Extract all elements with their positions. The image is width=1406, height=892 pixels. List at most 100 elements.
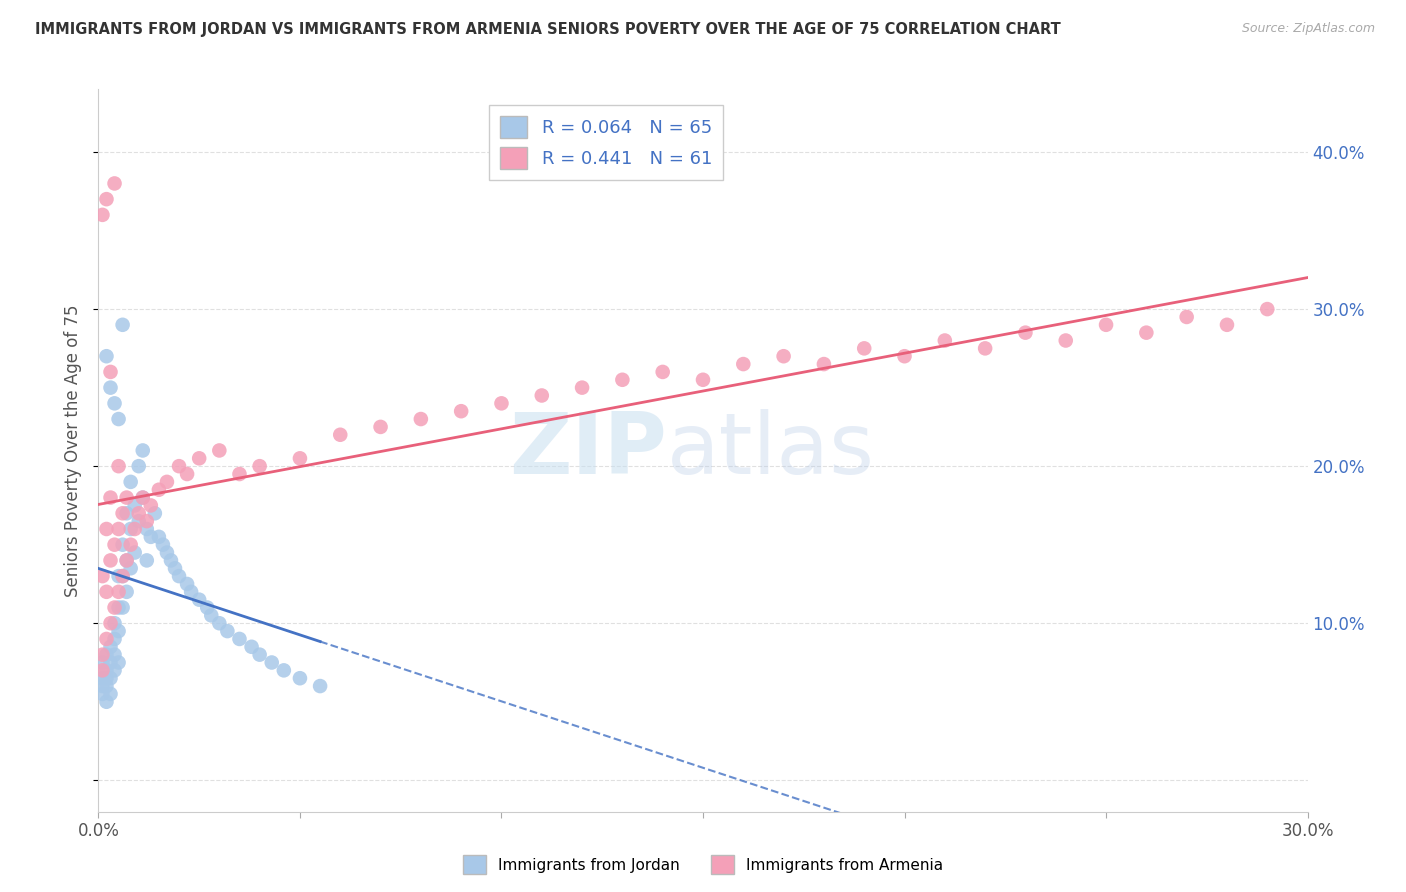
Point: [100, 656, 122, 670]
Point: [91, 664, 114, 678]
Point: [156, 475, 179, 489]
Point: [132, 491, 155, 505]
Point: [111, 538, 134, 552]
Point: [188, 592, 211, 607]
Point: [96, 522, 118, 536]
Point: [96, 648, 118, 662]
Legend: R = 0.064   N = 65, R = 0.441   N = 61: R = 0.064 N = 65, R = 0.441 N = 61: [489, 105, 723, 180]
Point: [120, 475, 142, 489]
Point: [120, 538, 142, 552]
Point: [260, 656, 283, 670]
Point: [103, 396, 125, 410]
Point: [974, 342, 997, 356]
Point: [893, 349, 915, 363]
Point: [1095, 318, 1118, 332]
Point: [103, 600, 125, 615]
Point: [813, 357, 835, 371]
Point: [103, 177, 125, 191]
Point: [135, 522, 157, 536]
Point: [100, 616, 122, 631]
Point: [1256, 302, 1278, 317]
Text: atlas: atlas: [666, 409, 875, 492]
Legend: Immigrants from Jordan, Immigrants from Armenia: Immigrants from Jordan, Immigrants from …: [457, 849, 949, 880]
Point: [96, 679, 118, 693]
Point: [176, 577, 198, 591]
Point: [96, 671, 118, 685]
Point: [1216, 318, 1239, 332]
Point: [143, 506, 166, 520]
Point: [91, 671, 114, 685]
Point: [91, 656, 114, 670]
Y-axis label: Seniors Poverty Over the Age of 75: Seniors Poverty Over the Age of 75: [65, 304, 83, 597]
Point: [571, 381, 593, 395]
Point: [409, 412, 432, 426]
Point: [91, 569, 114, 583]
Point: [329, 427, 352, 442]
Point: [100, 687, 122, 701]
Point: [111, 318, 134, 332]
Point: [217, 624, 239, 639]
Point: [934, 334, 956, 348]
Point: [103, 538, 125, 552]
Point: [107, 459, 129, 474]
Point: [240, 640, 263, 654]
Point: [100, 553, 122, 567]
Point: [249, 459, 271, 474]
Point: [107, 522, 129, 536]
Point: [115, 491, 138, 505]
Point: [96, 192, 118, 206]
Point: [139, 530, 162, 544]
Point: [491, 396, 513, 410]
Point: [124, 545, 146, 559]
Point: [96, 584, 118, 599]
Point: [208, 443, 231, 458]
Point: [772, 349, 794, 363]
Point: [115, 553, 138, 567]
Point: [188, 451, 211, 466]
Point: [103, 664, 125, 678]
Point: [120, 522, 142, 536]
Point: [135, 553, 157, 567]
Point: [124, 499, 146, 513]
Point: [111, 569, 134, 583]
Point: [96, 632, 118, 646]
Point: [107, 624, 129, 639]
Point: [124, 522, 146, 536]
Point: [200, 608, 222, 623]
Point: [651, 365, 673, 379]
Point: [288, 671, 311, 685]
Point: [100, 491, 122, 505]
Text: Source: ZipAtlas.com: Source: ZipAtlas.com: [1241, 22, 1375, 36]
Point: [228, 467, 250, 481]
Point: [692, 373, 714, 387]
Point: [288, 451, 311, 466]
Point: [228, 632, 250, 646]
Point: [450, 404, 472, 418]
Point: [103, 648, 125, 662]
Point: [249, 648, 271, 662]
Point: [152, 538, 174, 552]
Point: [1175, 310, 1198, 324]
Point: [180, 584, 202, 599]
Point: [107, 656, 129, 670]
Point: [167, 569, 190, 583]
Point: [96, 349, 118, 363]
Point: [120, 561, 142, 575]
Point: [139, 499, 162, 513]
Point: [132, 491, 155, 505]
Point: [107, 412, 129, 426]
Point: [1054, 334, 1077, 348]
Point: [612, 373, 634, 387]
Point: [853, 342, 876, 356]
Point: [208, 616, 231, 631]
Point: [103, 632, 125, 646]
Text: IMMIGRANTS FROM JORDAN VS IMMIGRANTS FROM ARMENIA SENIORS POVERTY OVER THE AGE O: IMMIGRANTS FROM JORDAN VS IMMIGRANTS FRO…: [35, 22, 1062, 37]
Point: [163, 561, 186, 575]
Point: [91, 679, 114, 693]
Point: [309, 679, 332, 693]
Text: ZIP: ZIP: [509, 409, 666, 492]
Point: [115, 584, 138, 599]
Point: [128, 514, 150, 528]
Point: [148, 483, 170, 497]
Point: [96, 664, 118, 678]
